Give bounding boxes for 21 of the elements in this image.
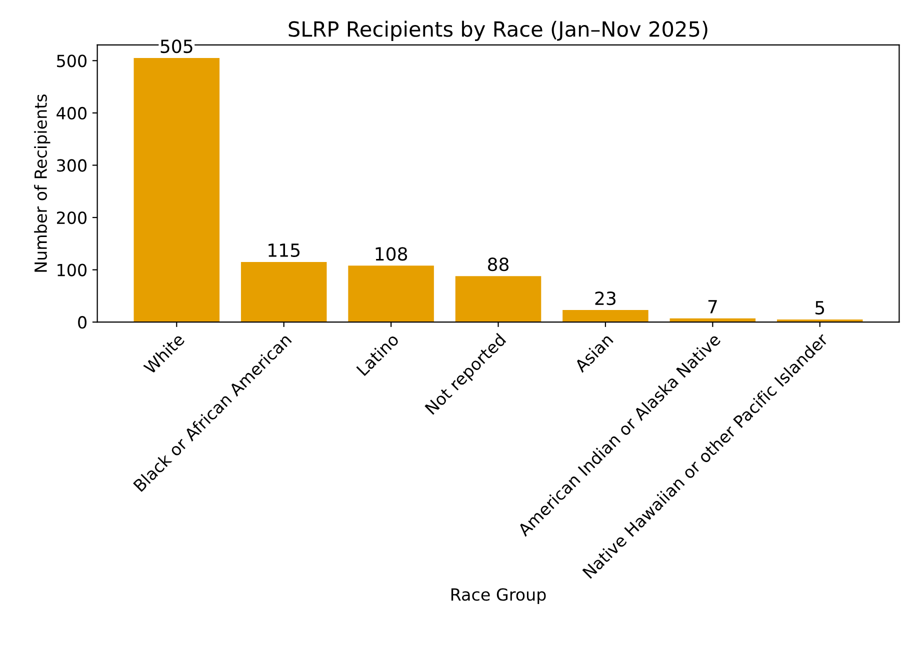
data-label: 5 — [816, 301, 824, 315]
chart-title: SLRP Recipients by Race (Jan–Nov 2025) — [288, 20, 708, 41]
x-axis-title: Race Group — [451, 588, 546, 604]
y-tick-label: 400 — [56, 106, 86, 120]
data-label: 88 — [488, 258, 509, 272]
bar — [562, 310, 648, 322]
y-tick-label: 300 — [57, 159, 86, 172]
bar — [240, 262, 327, 322]
bar — [455, 276, 542, 322]
data-label: 108 — [376, 247, 408, 261]
y-tick-label: 0 — [78, 316, 86, 329]
bar — [348, 266, 434, 322]
y-tick-label: 200 — [56, 211, 86, 224]
y-tick-label: 100 — [58, 264, 86, 276]
data-label: 23 — [595, 292, 616, 306]
bar — [134, 58, 220, 322]
y-axis-title: Number of Recipients — [34, 94, 50, 272]
data-label: 115 — [268, 244, 300, 258]
data-label: 7 — [708, 300, 717, 314]
y-tick-label: 500 — [57, 54, 86, 68]
data-label: 505 — [160, 39, 192, 54]
